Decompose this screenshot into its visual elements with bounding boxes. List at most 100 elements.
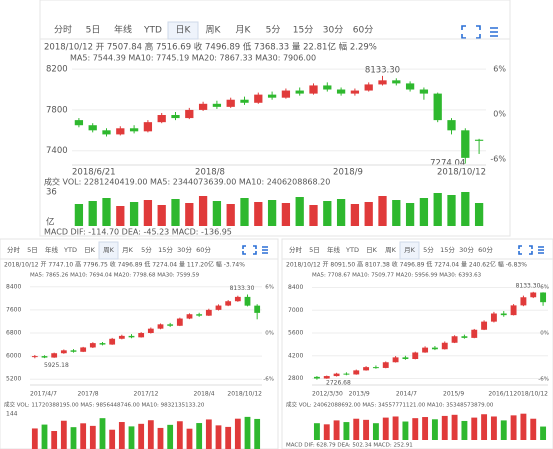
candle-body [471,329,478,338]
candle-body [419,89,429,94]
candle-body [60,350,67,354]
volume-axis-label: 144 [6,411,18,418]
volume-bar [109,429,116,449]
candle-body [129,128,139,132]
tab[interactable]: 5日 [86,25,101,36]
tab[interactable]: 分时 [289,245,303,254]
volume-bar [215,425,222,449]
tab[interactable]: YTD [143,26,162,36]
volume-bar [530,418,537,440]
volume-bar [129,202,139,226]
candle-body [157,324,164,329]
tab[interactable]: 60分 [196,245,211,254]
candle-body [143,122,153,132]
tab[interactable]: 5分 [266,25,281,36]
candle-body [520,297,527,306]
y-tick-label: 5600 [288,330,303,337]
pct-label: 0% [493,110,506,119]
volume-info: 成交 VOL: 11720388195.00 MA5: 9856448746.0… [4,401,205,409]
x-tick-label: 2012/3/30 [312,391,343,398]
tab[interactable]: 5日 [27,246,38,254]
x-tick-label: 2016/11 [488,391,513,398]
x-tick-label: 2014/7 [396,391,417,398]
volume-bar [309,205,318,226]
tab[interactable]: 月K [404,246,416,254]
tab[interactable]: 周K [206,25,222,36]
tab[interactable]: 日K [366,246,378,254]
volume-bar [419,198,429,226]
ma-info: MA5: 7544.39 MA10: 7745.19 MA20: 7867.33… [70,54,316,63]
candle-body [353,370,360,375]
tab[interactable]: 15分 [158,245,173,254]
tab[interactable]: 日K [176,25,192,36]
tab[interactable]: 5日 [309,246,320,254]
volume-bar [343,422,350,440]
tab[interactable]: 30分 [177,245,192,254]
y-tick-label: 2800 [288,375,303,382]
x-tick-label: 2017/8 [77,391,98,398]
y-tick-label: 7400 [46,146,68,156]
volume-bar [447,195,456,226]
tab[interactable]: 年线 [45,245,59,254]
x-tick-label: 2018/10/12 [437,168,486,178]
candle-body [392,80,401,84]
y-tick-label: 7800 [46,105,68,115]
candle-body [116,128,125,135]
candle-body [451,336,458,343]
tab[interactable]: 30分 [459,245,474,254]
x-tick-label: 2018/4 [193,391,214,398]
y-tick-label: 8400 [6,283,21,290]
tab[interactable]: YTD [63,246,77,254]
tab[interactable]: 月K [122,246,134,254]
ma-info: MA5: 7708.67 MA10: 7509.77 MA20: 5956.99… [312,273,482,279]
x-tick-label: 2013/9 [349,391,370,398]
volume-bar [31,428,38,449]
tab[interactable]: 15分 [440,245,455,254]
tab[interactable]: 5分 [141,245,152,254]
tab[interactable]: 30分 [323,25,343,36]
x-tick-label: 2015/9 [443,391,464,398]
candle-body [500,313,507,316]
volume-bar [382,417,389,440]
tab[interactable]: 日K [84,246,96,254]
volume-bar [441,415,448,440]
y-tick-label: 6800 [6,330,21,337]
candle-body [254,94,263,103]
tab[interactable]: 5分 [423,245,434,254]
volume-bar [471,417,478,440]
candle-body [31,356,38,358]
volume-bar [234,418,241,449]
volume-bar [102,198,111,226]
tab[interactable]: YTD [345,246,359,254]
volume-bar [336,199,346,226]
candle-body [323,85,332,90]
candle-body [510,305,517,316]
volume-bar [74,204,84,226]
volume-bar [88,201,97,226]
candle-body [215,305,222,310]
tab[interactable]: 周K [103,246,115,254]
volume-bar [171,199,180,226]
y-tick-label: 7600 [6,306,21,313]
candle-body [196,314,203,316]
tab[interactable]: 周K [385,246,397,254]
low-label: 2726.68 [326,380,351,387]
tab[interactable]: 60分 [353,25,373,36]
toolbar-icons[interactable] [242,25,544,255]
tab[interactable]: 月K [236,25,252,36]
quote-info: 2018/10/12 开 8091.50 高 8107.38 收 7496.89… [286,261,527,269]
tab[interactable]: 60分 [478,245,493,254]
tab[interactable]: 年线 [114,24,132,36]
tab[interactable]: 年线 [327,245,341,254]
volume-bar [540,426,547,440]
candle-body [138,333,145,338]
high-label: 8133.30 [365,65,400,75]
tab[interactable]: 分时 [54,24,72,36]
volume-bar [481,414,488,440]
volume-bar [51,431,58,449]
pct-label: 0% [265,331,274,337]
tab[interactable]: 15分 [293,25,313,36]
candle-body [41,356,48,358]
volume-bar [405,203,415,226]
tab[interactable]: 分时 [7,245,21,254]
